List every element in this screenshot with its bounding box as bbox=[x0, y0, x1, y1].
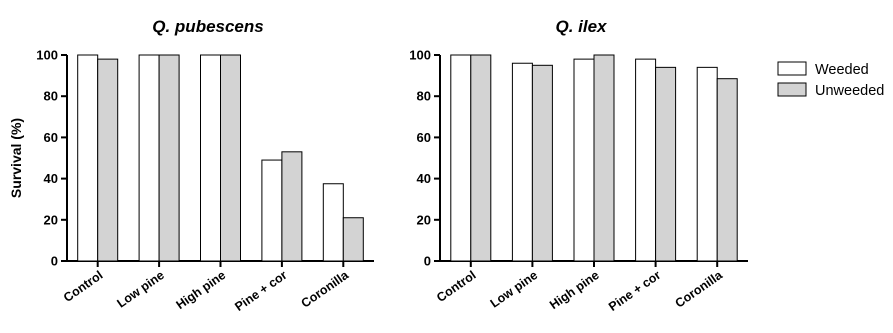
bar-unweeded-coronilla bbox=[342, 217, 364, 262]
x-tick-label: High pine bbox=[174, 268, 229, 312]
bar-unweeded-low-pine bbox=[531, 64, 553, 262]
chart-panel-1: Q. pubescens Survival (%) 0 20 40 60 80 100 Cont… bbox=[8, 17, 374, 314]
bar-weeded-pine-cor bbox=[635, 58, 657, 262]
y-tick-label: 80 bbox=[44, 89, 58, 104]
bar-weeded-control bbox=[77, 54, 99, 262]
bar-unweeded-low-pine bbox=[158, 54, 180, 262]
x-tick-label: Coronilla bbox=[299, 267, 352, 310]
y-tick-label: 60 bbox=[417, 130, 431, 145]
y-tick-label: 0 bbox=[424, 254, 431, 269]
y-axis-label: Survival (%) bbox=[8, 118, 24, 198]
bar-weeded-coronilla bbox=[696, 66, 718, 262]
bar-unweeded-high-pine bbox=[220, 54, 241, 262]
bar-weeded-high-pine bbox=[200, 54, 221, 262]
y-tick-label: 0 bbox=[51, 254, 58, 269]
chart-title: Q. pubescens bbox=[152, 17, 263, 36]
chart-legend: Weeded Unweeded bbox=[777, 61, 884, 99]
legend-label-weeded: Weeded bbox=[815, 62, 869, 78]
y-tick-label: 60 bbox=[44, 130, 58, 145]
bar-weeded-high-pine bbox=[573, 58, 595, 262]
x-tick-label: Control bbox=[434, 268, 478, 305]
chart-panel-2: Q. ilex 0 20 40 60 80 100 Control Low pine High p… bbox=[409, 17, 748, 314]
y-tick-label: 20 bbox=[417, 212, 431, 227]
x-tick-label: Pine + cor bbox=[606, 268, 663, 314]
x-tick-label: High pine bbox=[547, 268, 602, 312]
x-tick-label: Coronilla bbox=[673, 267, 726, 310]
bar-unweeded-coronilla bbox=[716, 78, 738, 262]
chart-title: Q. ilex bbox=[555, 17, 608, 36]
y-tick-label: 100 bbox=[36, 48, 58, 63]
bar-unweeded-control bbox=[97, 58, 119, 262]
legend-swatch-weeded bbox=[777, 61, 807, 76]
bar-weeded-low-pine bbox=[511, 62, 533, 262]
y-tick-label: 40 bbox=[417, 171, 431, 186]
bar-unweeded-control bbox=[470, 54, 492, 262]
bar-weeded-low-pine bbox=[138, 54, 160, 262]
x-tick-label: Pine + cor bbox=[232, 268, 289, 314]
legend-swatch-unweeded bbox=[777, 82, 807, 97]
bar-unweeded-pine-cor bbox=[281, 151, 303, 262]
legend-label-unweeded: Unweeded bbox=[815, 83, 884, 99]
y-tick-label: 80 bbox=[417, 89, 431, 104]
x-tick-label: Low pine bbox=[488, 268, 540, 311]
bar-weeded-pine-cor bbox=[261, 159, 283, 262]
bar-weeded-control bbox=[450, 54, 472, 262]
y-tick-label: 100 bbox=[409, 48, 431, 63]
bar-unweeded-pine-cor bbox=[655, 66, 677, 262]
x-tick-label: Low pine bbox=[114, 268, 166, 311]
bar-weeded-coronilla bbox=[322, 183, 344, 262]
bar-unweeded-high-pine bbox=[593, 54, 615, 262]
y-tick-label: 40 bbox=[44, 171, 58, 186]
x-tick-label: Control bbox=[61, 268, 105, 305]
y-tick-label: 20 bbox=[44, 212, 58, 227]
